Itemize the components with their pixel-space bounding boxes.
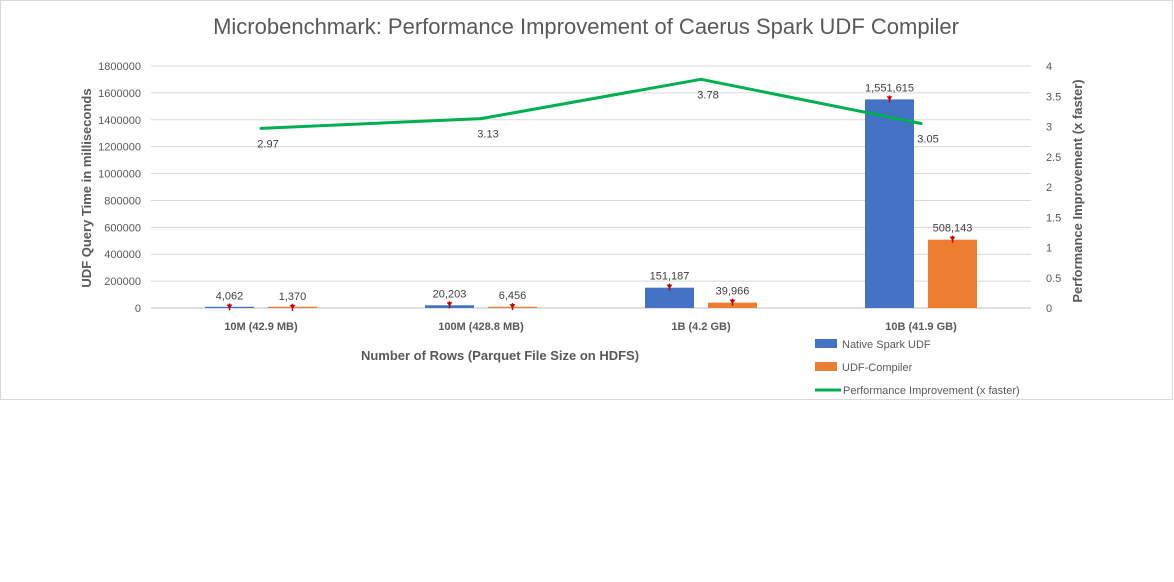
line-point [259, 126, 263, 130]
y2-tick-label: 1 [1046, 243, 1052, 255]
y2-tick-label: 4 [1046, 61, 1052, 73]
y2-tick-label: 2 [1046, 182, 1052, 194]
y-tick-label: 1600000 [98, 88, 141, 100]
x-tick-label: 100M (428.8 MB) [438, 321, 524, 333]
legend: Native Spark UDF UDF-Compiler Performance … [815, 339, 1020, 397]
error-bar-cap [949, 236, 956, 241]
line-point [699, 77, 703, 81]
line-data-label: 3.78 [697, 89, 718, 101]
y-tick-label: 200000 [104, 276, 141, 288]
x-tick-label: 10M (42.9 MB) [224, 321, 298, 333]
y2-tick-label: 3 [1046, 122, 1052, 134]
x-tick-label: 10B (41.9 GB) [885, 321, 957, 333]
error-bar-cap [666, 284, 673, 289]
bar-data-label: 151,187 [650, 271, 690, 283]
y2-tick-label: 3.5 [1046, 91, 1061, 103]
bar-data-label: 4,062 [216, 290, 244, 302]
bar [645, 287, 694, 308]
x-axis-title: Number of Rows (Parquet File Size on HDF… [361, 348, 639, 363]
bar-data-label: 1,551,615 [865, 82, 914, 94]
y-tick-label: 800000 [104, 195, 141, 207]
legend-label: Native Spark UDF [842, 339, 931, 351]
gridlines [151, 65, 1031, 309]
bars-group [205, 95, 977, 311]
line-point [479, 117, 483, 121]
bar-data-label: 1,370 [279, 291, 307, 303]
chart-svg: Microbenchmark: Performance Improvement … [79, 14, 1085, 397]
y-tick-label: 400000 [104, 249, 141, 261]
error-bar-cap [226, 304, 233, 309]
error-bar-cap [289, 304, 296, 309]
y-tick-label: 1800000 [98, 61, 141, 73]
y-tick-label: 1200000 [98, 142, 141, 154]
y-tick-label: 600000 [104, 222, 141, 234]
y-tick-label: 0 [135, 303, 141, 315]
y2-axis-title: Performance Improvement (x faster) [1070, 79, 1085, 302]
y-axis-title: UDF Query Time in milliseconds [79, 88, 94, 287]
error-bar-cap [729, 299, 736, 304]
line-point [919, 121, 923, 125]
ticks-group: 0 200000 400000 600000 800000 1000000 1200000 1… [98, 61, 1061, 333]
chart-title: Microbenchmark: Performance Improvement … [213, 14, 959, 39]
error-bar-cap [509, 304, 516, 309]
y2-tick-label: 2.5 [1046, 152, 1061, 164]
error-bar-cap [886, 96, 893, 101]
bar [928, 239, 977, 308]
legend-label: UDF-Compiler [842, 362, 913, 374]
bar-data-label: 508,143 [933, 223, 973, 235]
y2-tick-label: 1.5 [1046, 212, 1061, 224]
data-labels-group: 4,062 20,203 151,187 1,551,615 1,370 6,456 39,… [216, 82, 973, 302]
line-data-label: 3.05 [917, 133, 938, 145]
line-data-label: 2.97 [257, 138, 278, 150]
bar-data-label: 20,203 [433, 288, 467, 300]
performance-line [260, 77, 922, 130]
legend-label: Performance Improvement (x faster) [843, 385, 1020, 397]
chart-container: Microbenchmark: Performance Improvement … [0, 0, 1173, 400]
error-bar-cap [446, 302, 453, 307]
y2-tick-label: 0 [1046, 303, 1052, 315]
line-group [259, 77, 923, 130]
bar-data-label: 39,966 [716, 286, 750, 298]
y-tick-label: 1400000 [98, 115, 141, 127]
y2-tick-label: 0.5 [1046, 273, 1061, 285]
legend-swatch [815, 362, 837, 371]
y-tick-label: 1000000 [98, 169, 141, 181]
line-data-label: 3.13 [477, 129, 498, 141]
bar [865, 99, 914, 308]
x-tick-label: 1B (4.2 GB) [671, 321, 731, 333]
legend-swatch [815, 339, 837, 348]
bar-data-label: 6,456 [499, 290, 527, 302]
